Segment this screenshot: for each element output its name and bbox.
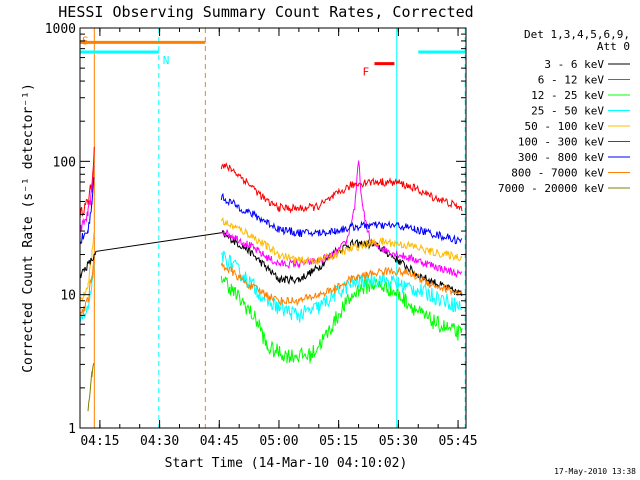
early-segment-line: [79, 177, 95, 245]
y-axis-label: Corrected Count Rate (s⁻¹ detector⁻¹): [21, 83, 36, 373]
early-segment-line: [79, 256, 95, 317]
plot-area: S N F: [79, 28, 466, 428]
x-tick-label: 04:15: [80, 434, 119, 449]
y-tick-label: 100: [53, 155, 76, 170]
x-axis-label: Start Time (14-Mar-10 04:10:02): [165, 456, 408, 471]
legend-entry-label: 25 - 50 keV: [531, 105, 604, 118]
legend-entry-label: 100 - 300 keV: [518, 136, 604, 149]
legend-entry-label: 7000 - 20000 keV: [498, 182, 604, 195]
flag-label: N: [163, 54, 170, 67]
series-line: [87, 362, 95, 412]
x-tick-label: 05:15: [319, 434, 358, 449]
y-tick-label: 1000: [45, 22, 76, 37]
early-segment-line: [79, 232, 95, 303]
series-line: [220, 262, 463, 307]
series-line: [220, 217, 463, 266]
footer-timestamp: 17-May-2010 13:38: [554, 467, 636, 476]
y-tick-label: 1: [68, 422, 76, 437]
flag-label: S: [82, 34, 89, 47]
axis-frame: [79, 27, 467, 429]
legend-entry-label: 800 - 7000 keV: [511, 167, 604, 180]
legend: Det 1,3,4,5,6,9, Att 0 3 - 6 keV 6 - 12 k…: [498, 28, 630, 195]
x-axis: 04:15 04:30 04:45 05:00 05:15 05:30 05:45: [79, 28, 478, 449]
legend-entry-label: 300 - 800 keV: [518, 151, 604, 164]
chart-title: HESSI Observing Summary Count Rates, Cor…: [58, 3, 473, 21]
legend-entry-label: 50 - 100 keV: [525, 120, 605, 133]
early-segment-line: [79, 165, 95, 235]
series-line: [221, 160, 463, 278]
legend-header-line-2: Att 0: [597, 40, 630, 53]
x-tick-label: 04:45: [200, 434, 239, 449]
series-line: [220, 275, 463, 364]
y-axis: 1 10 100 1000: [45, 22, 466, 437]
legend-header-line-1: Det 1,3,4,5,6,9,: [524, 28, 630, 41]
legend-entry-label: 12 - 25 keV: [531, 89, 604, 102]
flag-label: F: [362, 66, 369, 79]
legend-entry-label: 3 - 6 keV: [544, 58, 604, 71]
series-line: [220, 250, 463, 323]
y-tick-label: 10: [60, 289, 76, 304]
series-line: [220, 192, 463, 245]
x-tick-label: 05:45: [438, 434, 477, 449]
x-tick-label: 04:30: [140, 434, 179, 449]
legend-entry-label: 6 - 12 keV: [538, 74, 605, 87]
series-line: [220, 161, 463, 214]
x-tick-label: 05:30: [379, 434, 418, 449]
early-segment-line: [79, 146, 95, 219]
x-tick-label: 05:00: [259, 434, 298, 449]
early-segment-line: [79, 265, 95, 323]
